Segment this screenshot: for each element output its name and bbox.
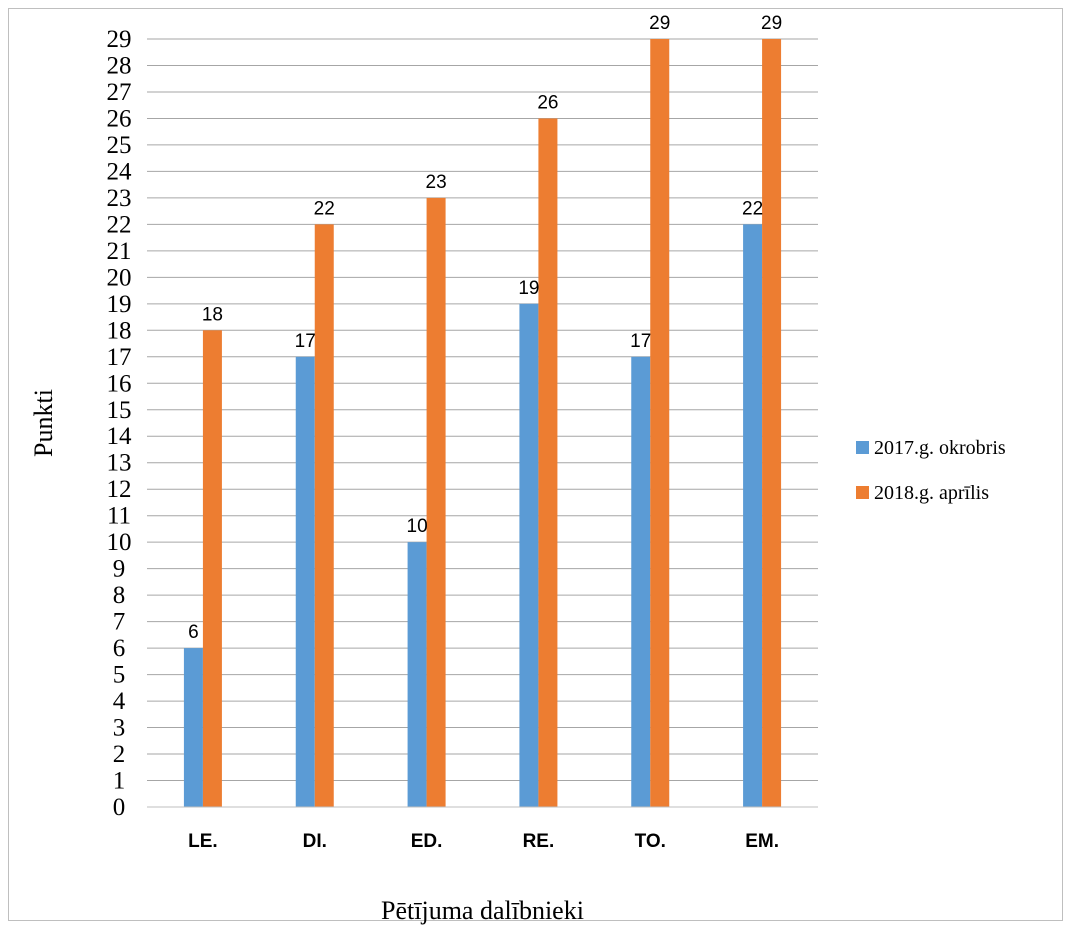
y-tick-label: 26	[107, 105, 132, 132]
y-tick-label: 6	[113, 635, 126, 662]
y-tick-label: 8	[113, 582, 126, 609]
y-tick-label: 7	[113, 609, 126, 636]
y-tick-label: 1	[113, 768, 126, 795]
bar-series2	[762, 39, 782, 807]
bars	[183, 39, 782, 808]
bar-series2	[202, 330, 222, 807]
y-tick-label: 23	[107, 185, 132, 212]
y-tick-label: 29	[107, 26, 132, 53]
x-tick-label: DI.	[303, 831, 327, 852]
data-label: 26	[537, 92, 558, 113]
y-tick-label: 28	[107, 52, 132, 79]
legend: 2017.g. okrobris 2018.g. aprīlis	[856, 437, 1006, 504]
data-labels: 6 18 17 22 10 23 19 26 17 29 22 29	[188, 13, 782, 643]
y-axis-title: Punkti	[29, 389, 58, 457]
y-tick-label: 13	[107, 450, 132, 477]
y-tick-label: 22	[107, 211, 132, 238]
bar-series1	[631, 356, 651, 807]
y-tick-label: 24	[107, 158, 133, 185]
data-label: 17	[630, 331, 651, 352]
y-tick-label: 14	[107, 423, 133, 450]
bar-series1	[407, 542, 427, 807]
y-tick-label: 21	[107, 238, 132, 265]
y-tick-label: 0	[113, 794, 126, 821]
y-tick-label: 17	[107, 344, 132, 371]
y-tick-label: 25	[107, 132, 132, 159]
y-tick-label: 3	[113, 715, 126, 742]
data-label: 29	[761, 13, 782, 34]
bar-series1	[519, 303, 539, 807]
x-tick-label: LE.	[188, 831, 218, 852]
legend-label: 2018.g. aprīlis	[874, 482, 989, 504]
x-tick-label: EM.	[745, 831, 779, 852]
y-tick-label: 16	[107, 370, 132, 397]
x-axis-title: Pētījuma dalībnieki	[381, 896, 584, 925]
bar-series1	[743, 224, 763, 808]
y-tick-label: 11	[107, 503, 131, 530]
x-tick-label: ED.	[411, 831, 443, 852]
x-tick-label: RE.	[523, 831, 555, 852]
data-label: 23	[426, 172, 447, 193]
y-tick-label: 20	[107, 264, 132, 291]
data-label: 29	[649, 13, 670, 34]
y-tick-label: 2	[113, 741, 126, 768]
y-tick-label: 12	[107, 476, 132, 503]
data-label: 18	[202, 304, 223, 325]
y-tick-label: 18	[107, 317, 132, 344]
data-label: 22	[314, 198, 335, 219]
y-axis-ticks: 0123456789101112131415161718192021222324…	[107, 26, 133, 821]
bar-series1	[183, 648, 203, 807]
x-axis-ticks: LE. DI. ED. RE. TO. EM.	[188, 831, 779, 852]
data-label: 17	[295, 331, 316, 352]
y-tick-label: 15	[107, 397, 132, 424]
data-label: 19	[518, 278, 539, 299]
y-tick-label: 10	[107, 529, 132, 556]
x-tick-label: TO.	[635, 831, 666, 852]
data-label: 6	[188, 622, 199, 643]
bar-series1	[295, 356, 315, 807]
legend-swatch	[856, 486, 869, 499]
y-tick-label: 4	[113, 688, 126, 715]
legend-swatch	[856, 441, 869, 454]
y-tick-label: 5	[113, 662, 126, 689]
y-tick-label: 9	[113, 556, 126, 583]
y-tick-label: 27	[107, 79, 132, 106]
data-label: 22	[742, 198, 763, 219]
legend-label: 2017.g. okrobris	[874, 437, 1006, 459]
y-tick-label: 19	[107, 291, 132, 318]
gridlines	[147, 38, 818, 782]
bar-series2	[538, 118, 558, 808]
bar-series2	[650, 39, 670, 807]
bar-series2	[314, 224, 334, 808]
bar-series2	[426, 197, 446, 807]
data-label: 10	[407, 516, 428, 537]
